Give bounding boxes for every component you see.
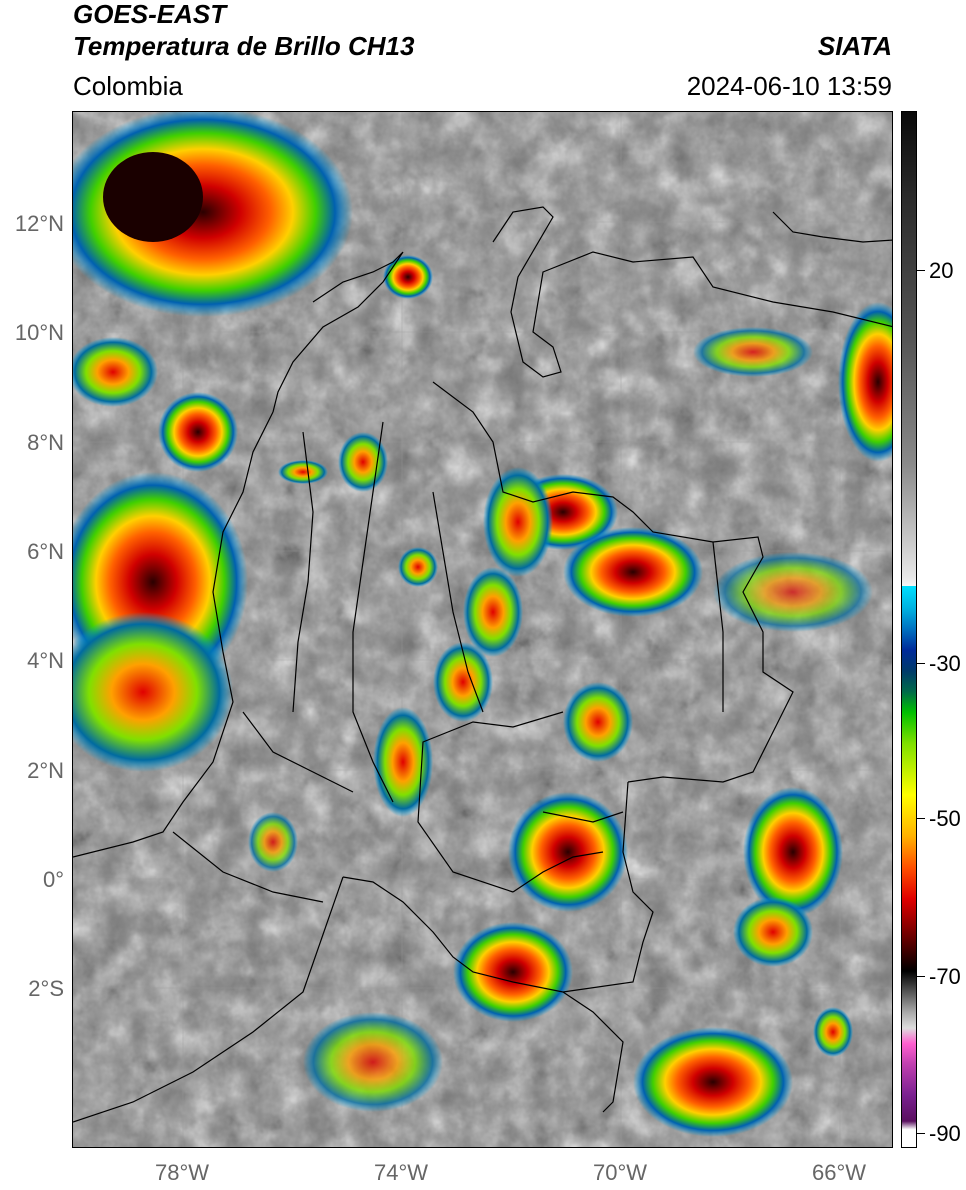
lon-label-74w: 74°W <box>373 1160 429 1185</box>
satellite-map[interactable] <box>72 111 893 1148</box>
lon-label-66w: 66°W <box>811 1160 867 1185</box>
colorbar-tick <box>917 663 925 664</box>
lat-label-4n: 4°N <box>27 648 64 673</box>
lat-label-2n: 2°N <box>27 758 64 783</box>
colorbar <box>901 111 917 1148</box>
lat-label-2s: 2°S <box>28 976 64 1001</box>
lat-label-6n: 6°N <box>27 539 64 564</box>
convective-cells <box>73 112 892 1137</box>
region-label: Colombia <box>73 71 183 101</box>
colorbar-label-minus70: -70 <box>929 964 961 989</box>
colorbar-tick <box>917 1133 925 1134</box>
colorbar-tick <box>917 270 925 271</box>
organization-label: SIATA <box>817 31 892 61</box>
colorbar-label-minus30: -30 <box>929 651 961 676</box>
map-canvas <box>73 112 892 1147</box>
lat-label-12n: 12°N <box>14 211 64 236</box>
product-title: Temperatura de Brillo CH13 <box>73 31 415 61</box>
lon-label-78w: 78°W <box>154 1160 210 1185</box>
colorbar-tick <box>917 818 925 819</box>
borders <box>73 206 892 1123</box>
colorbar-label-minus90: -90 <box>929 1121 961 1146</box>
lat-label-10n: 10°N <box>14 320 64 345</box>
colorbar-label-20: 20 <box>929 258 954 283</box>
lat-label-8n: 8°N <box>27 430 64 455</box>
satellite-title: GOES-EAST <box>73 0 227 29</box>
colorbar-label-minus50: -50 <box>929 806 961 831</box>
lon-label-70w: 70°W <box>592 1160 648 1185</box>
datetime-label: 2024-06-10 13:59 <box>686 71 892 101</box>
lat-label-0: 0° <box>42 867 64 892</box>
colorbar-tick <box>917 976 925 977</box>
